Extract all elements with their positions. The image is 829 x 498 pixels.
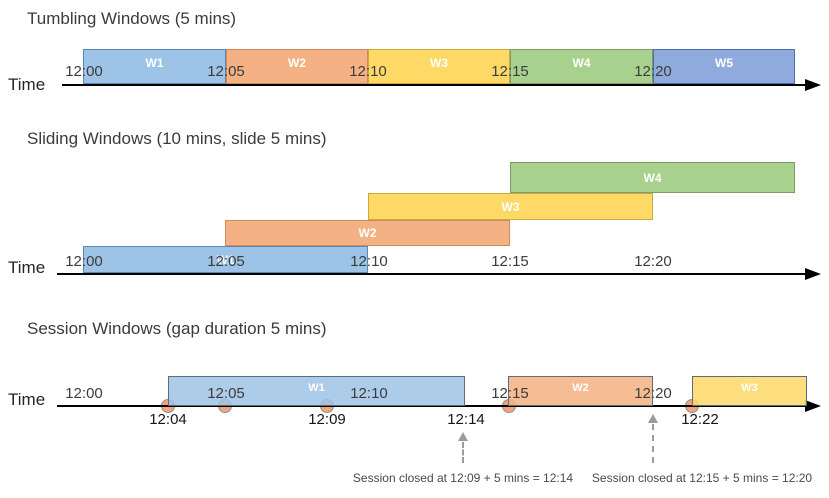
window-box-w1: W1: [168, 376, 465, 406]
time-tick-label: 12:05: [207, 63, 245, 80]
session-close-annotation: Session closed at 12:09 + 5 mins = 12:14: [352, 471, 574, 485]
window-box-w2: W2: [225, 220, 510, 246]
session-close-annotation: Session closed at 12:15 + 5 mins = 12:20: [591, 471, 813, 485]
time-tick-label: 12:20: [634, 253, 672, 270]
event-time-label: 12:22: [681, 411, 719, 428]
time-tick-label: 12:20: [634, 385, 672, 402]
arrow-right-icon: [805, 79, 821, 91]
section-title: Tumbling Windows (5 mins): [27, 9, 237, 28]
annotation-dashed-line: [652, 424, 654, 463]
window-box-w2: W2: [226, 49, 368, 84]
time-axis-line: [62, 84, 806, 86]
time-axis-line: [57, 405, 806, 407]
time-tick-label: 12:00: [65, 253, 103, 270]
window-box-w1: W1: [83, 49, 226, 84]
window-box-w3: W3: [692, 376, 807, 406]
time-tick-label: 12:15: [491, 63, 529, 80]
section-title: Sliding Windows (10 mins, slide 5 mins): [27, 129, 327, 148]
time-axis-line: [57, 273, 806, 275]
event-time-label: 12:14: [447, 411, 485, 428]
time-tick-label: 12:20: [634, 63, 672, 80]
time-axis-label: Time: [8, 75, 46, 94]
window-box-w4: W4: [510, 49, 653, 84]
time-axis-label: Time: [8, 258, 46, 277]
time-tick-label: 12:05: [207, 253, 245, 270]
arrow-right-icon: [805, 268, 821, 280]
event-time-label: 12:09: [308, 411, 346, 428]
time-tick-label: 12:00: [65, 385, 103, 402]
window-box-w5: W5: [653, 49, 795, 84]
annotation-arrow-up-icon: [648, 414, 658, 423]
annotation-arrow-up-icon: [458, 432, 468, 441]
time-tick-label: 12:15: [491, 385, 529, 402]
time-tick-label: 12:10: [350, 385, 388, 402]
window-box-w2: W2: [508, 376, 653, 406]
window-box-w1: W1: [83, 246, 368, 273]
time-tick-label: 12:10: [349, 63, 387, 80]
time-tick-label: 12:05: [207, 385, 245, 402]
time-axis-label: Time: [8, 390, 46, 409]
arrow-right-icon: [805, 400, 821, 412]
annotation-dashed-line: [462, 442, 464, 463]
time-tick-label: 12:15: [491, 253, 529, 270]
time-tick-label: 12:10: [350, 253, 388, 270]
time-tick-label: 12:00: [65, 63, 103, 80]
section-title: Session Windows (gap duration 5 mins): [27, 319, 327, 338]
window-box-w4: W4: [510, 162, 795, 193]
window-box-w3: W3: [368, 49, 510, 84]
window-box-w3: W3: [368, 193, 653, 220]
event-time-label: 12:04: [149, 411, 187, 428]
